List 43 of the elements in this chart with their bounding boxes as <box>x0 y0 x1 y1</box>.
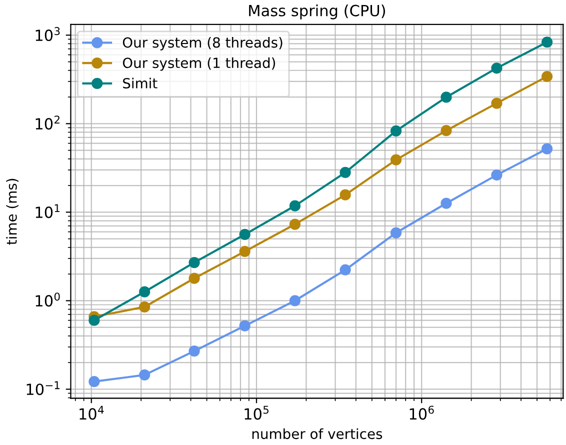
point <box>289 295 301 306</box>
point <box>239 246 250 258</box>
y-tick-label: 10$^{2}$ <box>36 116 60 130</box>
point <box>139 301 150 312</box>
point <box>340 189 351 200</box>
x-tick-label: 10$^{4}$ <box>80 406 104 420</box>
y-tick-label: 10$^{3}$ <box>36 27 60 42</box>
x-tick-label: 10$^{6}$ <box>410 406 434 420</box>
point <box>88 314 100 326</box>
point <box>88 376 100 388</box>
y-tick-label: 10$^{0}$ <box>36 292 60 307</box>
y-axis-title: time (ms) <box>6 178 19 245</box>
point <box>188 272 200 284</box>
point <box>541 70 553 82</box>
point <box>390 154 402 166</box>
point <box>188 345 200 357</box>
point <box>390 125 402 136</box>
point <box>541 36 553 48</box>
legend-label: Our system (8 threads) <box>122 36 282 50</box>
legend-label: Simit <box>123 78 158 88</box>
point <box>491 62 502 74</box>
x-axis-title: number of vertices <box>252 428 382 440</box>
point <box>541 143 553 154</box>
point <box>239 320 250 332</box>
point <box>491 98 502 109</box>
point <box>440 92 452 103</box>
point <box>289 200 301 212</box>
point <box>340 264 351 276</box>
x-tick-label: 10$^{5}$ <box>244 406 269 420</box>
chart-title: Mass spring (CPU) <box>249 4 386 20</box>
y-tick-label: 10$^{−1}$ <box>26 381 60 396</box>
point <box>440 125 452 136</box>
point <box>491 169 502 181</box>
point <box>139 369 150 380</box>
point <box>440 198 452 209</box>
point <box>239 228 250 240</box>
y-tick-label: 10$^{1}$ <box>36 204 60 218</box>
point <box>289 218 301 230</box>
point <box>340 166 351 178</box>
legend-label: Our system (1 thread) <box>122 57 276 71</box>
point <box>139 286 150 298</box>
point <box>188 256 200 268</box>
point <box>390 227 402 238</box>
